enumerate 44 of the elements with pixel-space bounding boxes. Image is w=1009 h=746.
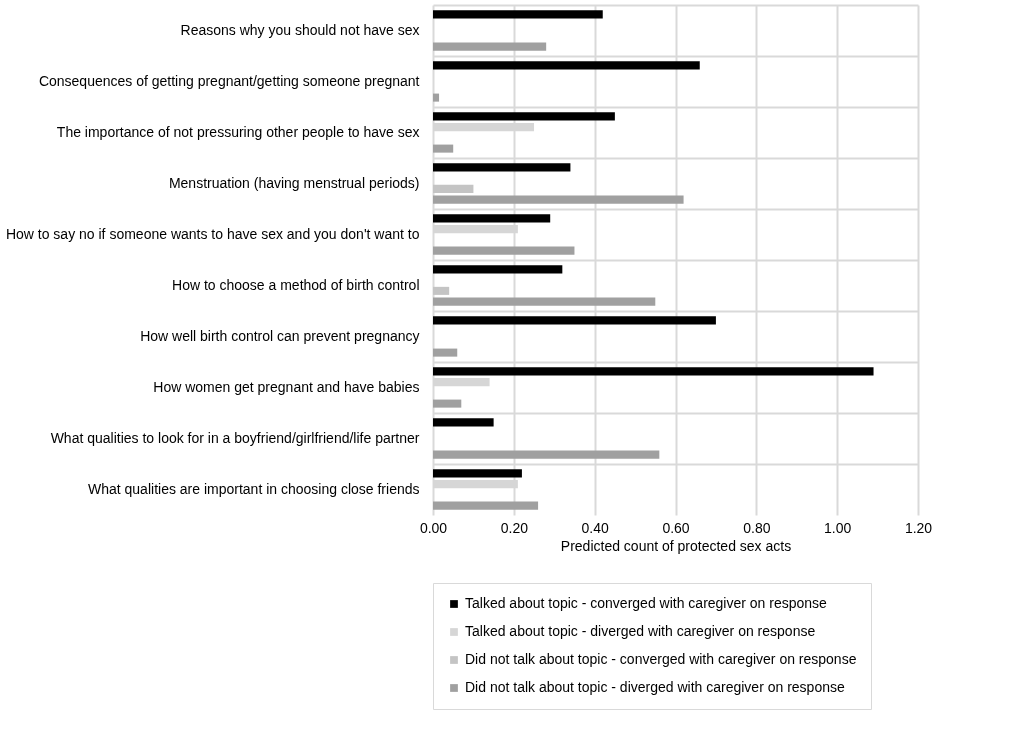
x-tick-label: 0.40 bbox=[581, 519, 609, 536]
bar bbox=[433, 144, 454, 153]
legend-label: Talked about topic - diverged with caregiver on response bbox=[465, 623, 816, 639]
y-tick-label: The importance of not pressuring other people to have sex bbox=[56, 123, 420, 140]
y-tick-label: Consequences of getting pregnant/getting someone pregnant bbox=[38, 72, 420, 89]
bar bbox=[433, 418, 494, 427]
legend-label: Did not talk about topic - converged with caregiver on response bbox=[465, 651, 857, 667]
x-tick-label: 0.80 bbox=[743, 519, 771, 536]
x-tick-label: 0.20 bbox=[500, 519, 529, 536]
bar bbox=[433, 10, 603, 19]
bar bbox=[433, 214, 551, 223]
bar bbox=[433, 93, 440, 102]
legend-label: Talked about topic - converged with caregiver on response bbox=[465, 595, 828, 611]
bar bbox=[433, 265, 563, 274]
y-tick-label: How to choose a method of birth control bbox=[172, 276, 420, 293]
bar bbox=[433, 367, 874, 376]
bar bbox=[433, 297, 656, 306]
y-tick-label: What qualities to look for in a boyfriend/girlfriend/life partner bbox=[50, 429, 420, 446]
bar bbox=[433, 399, 462, 408]
bar bbox=[433, 348, 458, 357]
x-tick-label: 0.00 bbox=[419, 519, 448, 536]
x-tick-label: 1.00 bbox=[824, 519, 852, 536]
bar bbox=[433, 316, 716, 325]
bar bbox=[433, 246, 575, 255]
bar bbox=[433, 61, 700, 70]
bar bbox=[433, 195, 684, 204]
y-tick-label: How well birth control can prevent pregnancy bbox=[140, 327, 420, 344]
bar bbox=[433, 112, 615, 121]
bar bbox=[433, 163, 571, 172]
y-tick-label: Menstruation (having menstrual periods) bbox=[168, 174, 420, 191]
bar bbox=[433, 184, 474, 193]
y-tick-label: What qualities are important in choosing close friends bbox=[87, 480, 420, 497]
bar bbox=[433, 42, 547, 51]
bar bbox=[433, 450, 660, 459]
bar bbox=[433, 501, 539, 510]
legend-label: Did not talk about topic - diverged with caregiver on response bbox=[465, 679, 845, 695]
y-tick-label: Reasons why you should not have sex bbox=[180, 21, 420, 38]
bar bbox=[433, 286, 450, 295]
y-tick-label: How to say no if someone wants to have sex and you don't want to bbox=[5, 225, 420, 242]
y-tick-label: How women get pregnant and have babies bbox=[153, 378, 420, 395]
x-tick-label: 0.60 bbox=[662, 519, 690, 536]
x-tick-label: 1.20 bbox=[904, 519, 933, 536]
bar bbox=[433, 469, 522, 478]
x-axis-title: Predicted count of protected sex acts bbox=[560, 537, 792, 554]
